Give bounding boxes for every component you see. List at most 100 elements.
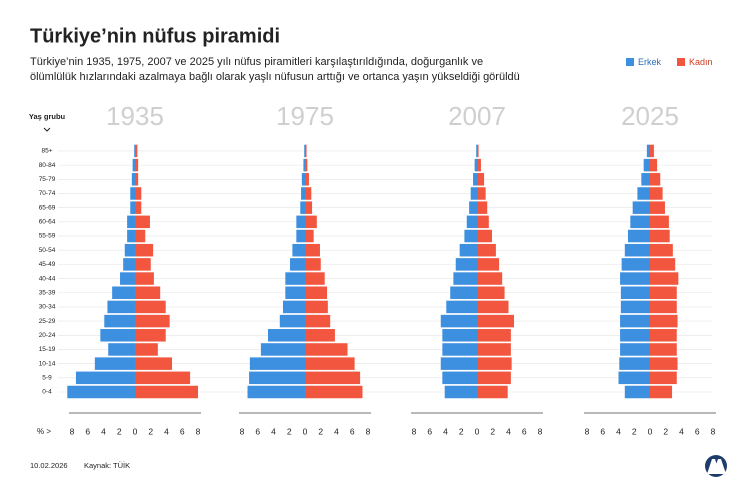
female-bar [135, 144, 138, 158]
x-tick-label: 4 [334, 426, 339, 436]
male-bar [130, 201, 135, 214]
y-tick-label: 45-49 [39, 261, 56, 268]
female-bar [135, 343, 158, 356]
female-bar [650, 243, 673, 257]
x-tick-label: 2 [117, 426, 122, 436]
female-bar [305, 258, 321, 271]
footer-date: 10.02.2026 [30, 461, 68, 470]
panel-title: 1975 [276, 101, 334, 131]
x-tick-label: 2 [287, 426, 292, 436]
female-bar [305, 343, 348, 356]
male-bar [292, 243, 305, 257]
female-bar [477, 229, 492, 243]
x-tick-label: 8 [711, 426, 716, 436]
y-tick-label: 85+ [41, 148, 52, 155]
female-bar [135, 357, 173, 370]
y-tick-label: 5-9 [42, 375, 52, 382]
female-bar [650, 286, 677, 299]
female-bar [477, 371, 511, 385]
female-bar [135, 258, 151, 271]
male-bar [124, 243, 135, 257]
y-tick-label: 0-4 [42, 389, 52, 396]
legend-label: Erkek [638, 57, 662, 67]
male-bar [94, 357, 135, 370]
panel-title: 2025 [621, 101, 679, 131]
male-bar [440, 357, 477, 370]
x-tick-label: 8 [412, 426, 417, 436]
x-tick-label: 8 [538, 426, 543, 436]
male-bar [131, 173, 135, 186]
male-bar [285, 286, 305, 299]
female-bar [135, 329, 166, 342]
female-bar [305, 371, 361, 385]
female-bar [477, 314, 515, 328]
male-bar [123, 258, 135, 271]
male-bar [624, 243, 650, 257]
male-bar [132, 158, 135, 172]
legend-swatch [626, 58, 634, 66]
female-bar [305, 215, 317, 229]
female-bar [305, 272, 325, 285]
male-bar [620, 329, 650, 342]
y-tick-label: 15-19 [39, 346, 56, 353]
y-tick-label: 10-14 [39, 360, 56, 367]
female-bar [135, 314, 170, 328]
male-bar [466, 215, 477, 229]
female-bar [477, 201, 488, 214]
logo [705, 455, 727, 477]
male-bar [476, 144, 477, 158]
male-bar [285, 272, 305, 285]
x-tick-label: 0 [133, 426, 138, 436]
female-bar [135, 173, 139, 186]
male-bar [464, 229, 477, 243]
x-tick-label: 0 [475, 426, 480, 436]
female-bar [650, 314, 678, 328]
male-bar [108, 343, 135, 356]
female-bar [650, 229, 670, 243]
female-bar [305, 314, 331, 328]
x-tick-label: 2 [459, 426, 464, 436]
male-bar [618, 371, 650, 385]
female-bar [650, 187, 663, 200]
male-bar [444, 385, 477, 399]
female-bar [477, 243, 496, 257]
female-bar [650, 144, 654, 158]
y-tick-label: 25-29 [39, 318, 56, 325]
female-bar [650, 215, 669, 229]
x-tick-label: 2 [490, 426, 495, 436]
y-tick-label: 75-79 [39, 176, 56, 183]
male-bar [301, 187, 305, 200]
male-bar [104, 314, 135, 328]
x-tick-label: 4 [506, 426, 511, 436]
y-tick-label: 40-44 [39, 275, 56, 282]
male-bar [67, 385, 135, 399]
male-bar [446, 300, 477, 314]
male-bar [247, 385, 305, 399]
x-tick-label: 6 [695, 426, 700, 436]
female-bar [135, 371, 191, 385]
male-bar [112, 286, 135, 299]
female-bar [650, 173, 661, 186]
female-bar [305, 300, 328, 314]
x-tick-label: 8 [366, 426, 371, 436]
female-bar [477, 258, 500, 271]
female-bar [135, 243, 154, 257]
female-bar [650, 371, 677, 385]
female-bar [477, 215, 489, 229]
x-tick-label: 0 [648, 426, 653, 436]
female-bar [135, 215, 150, 229]
x-tick-label: 6 [522, 426, 527, 436]
male-bar [300, 201, 305, 214]
male-bar [290, 258, 305, 271]
panel-title: 1935 [106, 101, 164, 131]
x-tick-label: 8 [240, 426, 245, 436]
x-tick-label: 8 [585, 426, 590, 436]
female-bar [135, 187, 142, 200]
female-bar [650, 357, 678, 370]
male-bar [107, 300, 135, 314]
female-bar [305, 286, 328, 299]
male-bar [630, 215, 650, 229]
female-bar [477, 158, 481, 172]
female-bar [135, 229, 146, 243]
female-bar [477, 286, 505, 299]
